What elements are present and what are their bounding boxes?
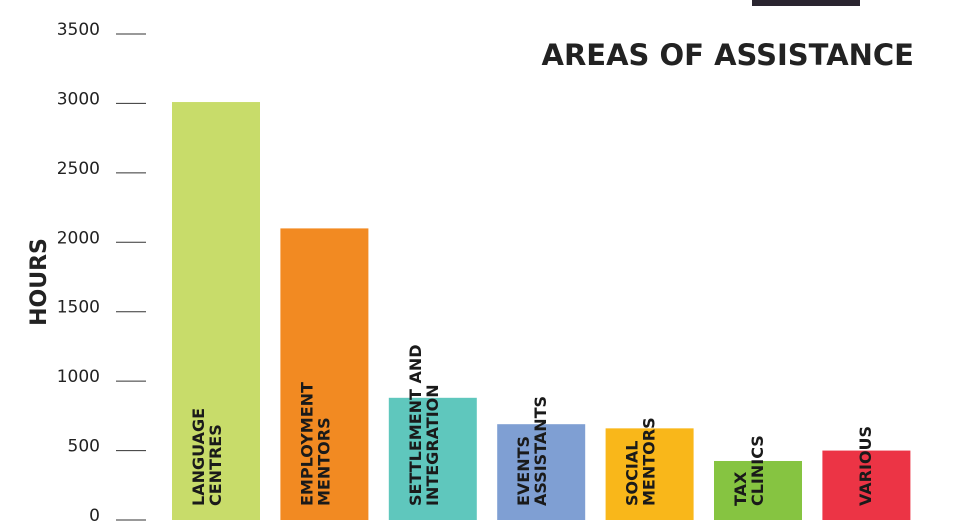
bar [172,102,260,520]
y-tick-label: 1500 [57,298,100,318]
y-tick-label: 0 [89,506,100,523]
bar [388,397,477,520]
y-tick-label: 2000 [57,228,100,248]
category-label: SETTLEMENT AND [406,344,425,506]
category-label: CLINICS [748,435,767,506]
category-label: TAX [731,471,750,506]
photo-edge [752,0,860,6]
category-label: SOCIAL [623,441,642,506]
chart-title: AREAS OF ASSISTANCE [542,38,915,72]
bar [822,450,911,520]
category-label: CENTRES [206,424,225,506]
category-label: MENTORS [640,417,659,506]
bar [714,460,802,520]
category-label: VARIOUS [856,426,875,506]
y-tick-label: 3500 [57,20,100,40]
bar [497,424,586,520]
y-tick-label: 1000 [57,367,100,387]
category-label: INTEGRATION [423,384,442,506]
bar [605,428,694,520]
category-label: LANGUAGE [189,408,208,506]
y-tick-label: 3000 [57,89,100,109]
category-label: MENTORS [314,417,333,506]
y-axis-label: HOURS [27,238,52,326]
category-label: EMPLOYMENT [297,382,316,506]
bar [280,228,369,520]
category-label: ASSISTANTS [531,396,550,506]
y-tick-label: 500 [68,437,100,457]
category-label: EVENTS [514,436,533,506]
y-tick-label: 2500 [57,159,100,179]
